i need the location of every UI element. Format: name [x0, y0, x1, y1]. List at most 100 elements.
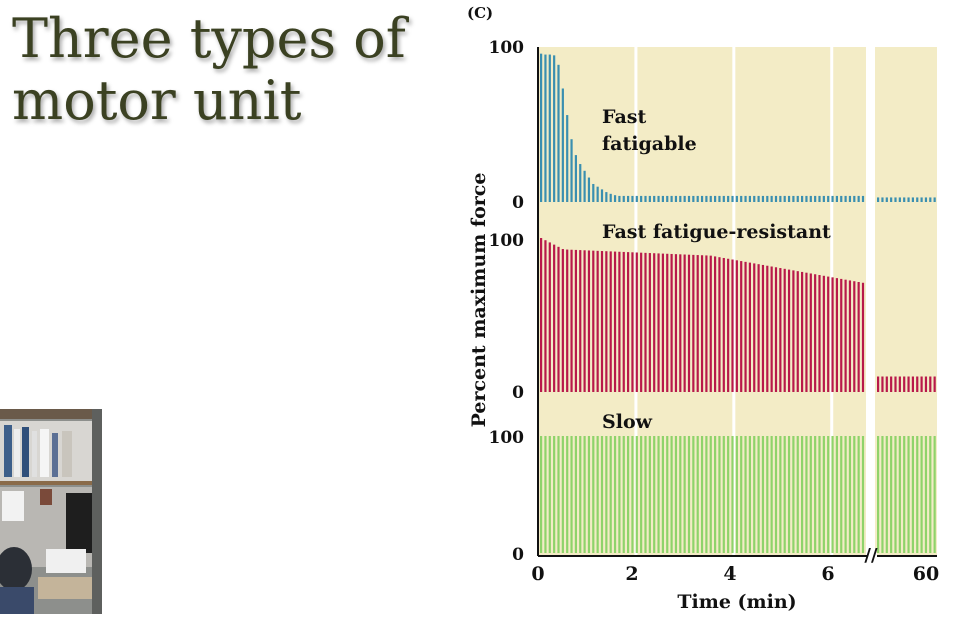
y-tick-label: 0: [512, 383, 524, 403]
bar-fast-fatigue-resistant: [787, 269, 791, 392]
bar-slow: [696, 436, 699, 553]
bar-fast-fatigable: [831, 195, 834, 202]
bar-fast-fatigable: [579, 164, 582, 202]
bar-slow: [561, 436, 564, 553]
bar-fast-fatigue-resistant: [885, 376, 888, 392]
bar-fast-fatigable: [631, 195, 634, 202]
bar-fast-fatigable: [881, 197, 884, 202]
bar-fast-fatigable: [674, 195, 678, 202]
series-label-slow: Slow: [602, 411, 653, 433]
bar-fast-fatigue-resistant: [809, 273, 812, 392]
plot-background-late: [875, 47, 937, 556]
bar-fast-fatigue-resistant: [661, 253, 664, 392]
bar-fast-fatigable: [553, 55, 556, 203]
bar-slow: [761, 436, 765, 553]
bar-fast-fatigable: [840, 195, 843, 202]
bar-fast-fatigable: [618, 195, 621, 202]
bar-fast-fatigue-resistant: [818, 275, 821, 392]
bar-fast-fatigable: [818, 195, 821, 202]
bar-fast-fatigue-resistant: [779, 268, 782, 392]
bar-fast-fatigue-resistant: [648, 253, 651, 392]
y-tick-label: 0: [512, 193, 524, 213]
bar-fast-fatigable: [709, 195, 712, 202]
bar-fast-fatigable: [679, 195, 682, 202]
bar-slow: [570, 436, 573, 553]
bar-fast-fatigue-resistant: [722, 257, 725, 392]
bar-slow: [805, 436, 808, 553]
bar-slow: [548, 436, 551, 553]
bar-slow: [544, 436, 547, 553]
bar-slow: [592, 436, 595, 553]
bar-fast-fatigue-resistant: [757, 264, 760, 392]
bar-slow: [683, 436, 686, 553]
bar-fast-fatigable: [592, 183, 595, 202]
bar-slow: [700, 436, 704, 553]
bar-slow: [801, 436, 804, 553]
y-tick-label: 100: [489, 231, 525, 251]
bar-fast-fatigable: [748, 195, 751, 202]
bar-slow: [831, 436, 834, 553]
bar-fast-fatigable: [774, 195, 778, 202]
y-axis-label: Percent maximum force: [468, 173, 490, 428]
bar-slow: [692, 436, 695, 553]
bar-fast-fatigable: [805, 195, 808, 202]
bar-slow: [609, 436, 612, 553]
bar-fast-fatigue-resistant: [835, 278, 838, 392]
bar-fast-fatigue-resistant: [596, 250, 599, 392]
bar-slow: [903, 436, 906, 553]
bar-fast-fatigue-resistant: [911, 376, 914, 392]
bar-slow: [774, 436, 778, 553]
x-tick-label: 2: [625, 563, 638, 585]
bar-slow: [827, 436, 830, 553]
bar-fast-fatigable: [657, 195, 660, 202]
slide-title-line-2: motor unit: [12, 69, 302, 132]
bar-fast-fatigable: [609, 193, 612, 202]
bar-fast-fatigable: [857, 195, 860, 202]
bar-fast-fatigable: [929, 197, 932, 202]
bar-fast-fatigable: [700, 195, 704, 202]
bar-fast-fatigable: [911, 197, 914, 202]
bar-fast-fatigue-resistant: [683, 254, 686, 392]
bar-fast-fatigue-resistant: [748, 262, 751, 392]
bar-fast-fatigable: [822, 195, 825, 202]
x-tick-label: 6: [821, 563, 834, 585]
bar-fast-fatigue-resistant: [561, 249, 564, 392]
bar-fast-fatigue-resistant: [544, 240, 547, 392]
bar-slow: [679, 436, 682, 553]
bar-fast-fatigue-resistant: [570, 249, 573, 392]
bar-fast-fatigue-resistant: [814, 274, 817, 392]
bar-fast-fatigable: [653, 195, 656, 202]
bar-slow: [653, 436, 656, 553]
bar-slow: [605, 436, 608, 553]
presenter-video-thumbnail: [0, 409, 102, 614]
bar-fast-fatigue-resistant: [753, 263, 756, 392]
bar-fast-fatigue-resistant: [557, 246, 560, 392]
bar-slow: [907, 436, 910, 553]
bar-fast-fatigable: [587, 177, 591, 202]
bar-fast-fatigable: [933, 197, 936, 202]
bar-fast-fatigable: [731, 195, 734, 202]
bar-fast-fatigue-resistant: [877, 376, 880, 392]
bar-fast-fatigue-resistant: [907, 376, 910, 392]
bar-fast-fatigable: [770, 195, 773, 202]
bar-slow: [709, 436, 712, 553]
bar-fast-fatigue-resistant: [848, 280, 852, 392]
bar-fast-fatigable: [753, 195, 756, 202]
bar-fast-fatigable: [622, 195, 625, 202]
bar-fast-fatigue-resistant: [587, 250, 591, 392]
bar-fast-fatigable: [916, 197, 919, 202]
bar-fast-fatigue-resistant: [579, 250, 582, 392]
bar-slow: [635, 436, 638, 553]
bar-slow: [814, 436, 817, 553]
x-axis-label: Time (min): [677, 591, 796, 613]
bar-fast-fatigable: [735, 195, 738, 202]
x-axis-break-mark: //: [864, 545, 878, 566]
bar-slow: [566, 436, 569, 553]
bar-fast-fatigue-resistant: [644, 252, 647, 392]
bar-fast-fatigable: [877, 197, 880, 202]
bar-slow: [770, 436, 773, 553]
bar-slow: [557, 436, 560, 553]
bar-fast-fatigable: [924, 197, 928, 202]
bar-fast-fatigue-resistant: [705, 255, 708, 392]
bar-slow: [753, 436, 756, 553]
